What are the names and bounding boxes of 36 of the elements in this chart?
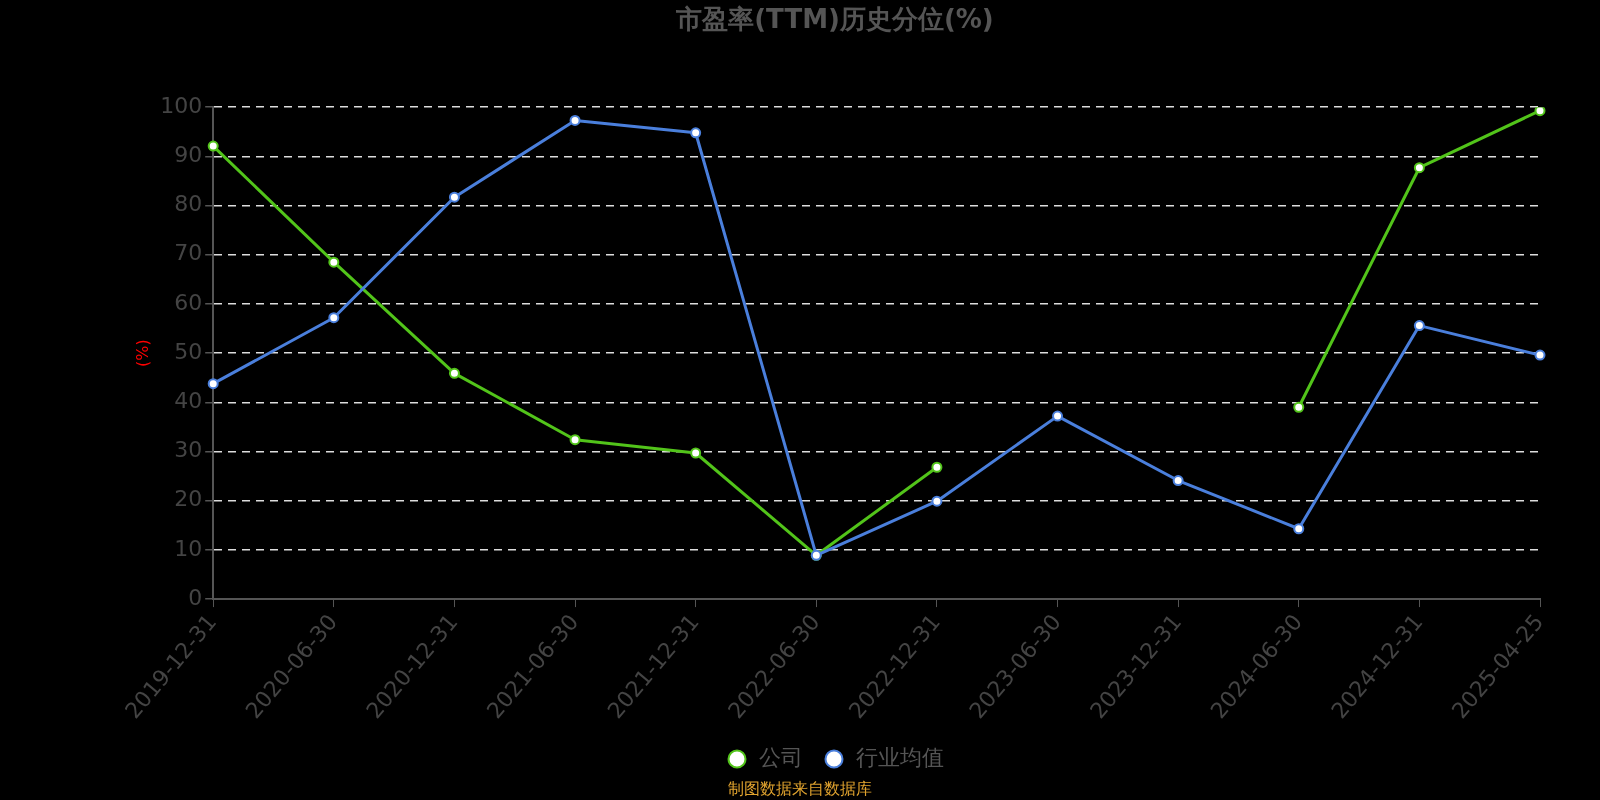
legend-label: 行业均值 xyxy=(856,744,944,770)
point xyxy=(1534,107,1546,117)
chart-title: 市盈率(TTM)历史分位(%) xyxy=(675,4,994,35)
point xyxy=(690,127,702,139)
point xyxy=(931,495,943,507)
y-tick-label: 0 xyxy=(188,584,203,610)
point xyxy=(207,378,219,390)
point xyxy=(1413,320,1425,332)
y-tick-label: 60 xyxy=(174,289,203,315)
point xyxy=(690,447,702,459)
point xyxy=(1052,410,1064,422)
y-tick-label: 10 xyxy=(174,535,203,561)
point xyxy=(207,140,219,152)
y-tick-label: 40 xyxy=(174,388,203,414)
y-tick-label: 30 xyxy=(174,437,203,463)
y-tick-label: 20 xyxy=(174,486,203,512)
text: 制图数据来自数据库 xyxy=(728,779,872,799)
point xyxy=(1534,349,1546,361)
y-tick-label: 100 xyxy=(160,92,203,118)
point xyxy=(328,256,340,268)
point xyxy=(448,367,460,379)
point xyxy=(569,434,581,446)
point xyxy=(328,312,340,324)
y-tick-label: 90 xyxy=(174,142,203,168)
y-tick-label: 70 xyxy=(174,240,203,266)
legend-label: 公司 xyxy=(759,744,803,770)
point xyxy=(1172,475,1184,487)
point xyxy=(569,114,581,126)
point xyxy=(1413,162,1425,174)
point xyxy=(931,461,943,473)
y-tick-label: 50 xyxy=(174,338,203,364)
y-axis-title: (%) xyxy=(132,339,152,367)
point xyxy=(1293,401,1305,413)
point xyxy=(1293,523,1305,535)
point xyxy=(448,191,460,203)
y-tick-label: 80 xyxy=(174,191,203,217)
